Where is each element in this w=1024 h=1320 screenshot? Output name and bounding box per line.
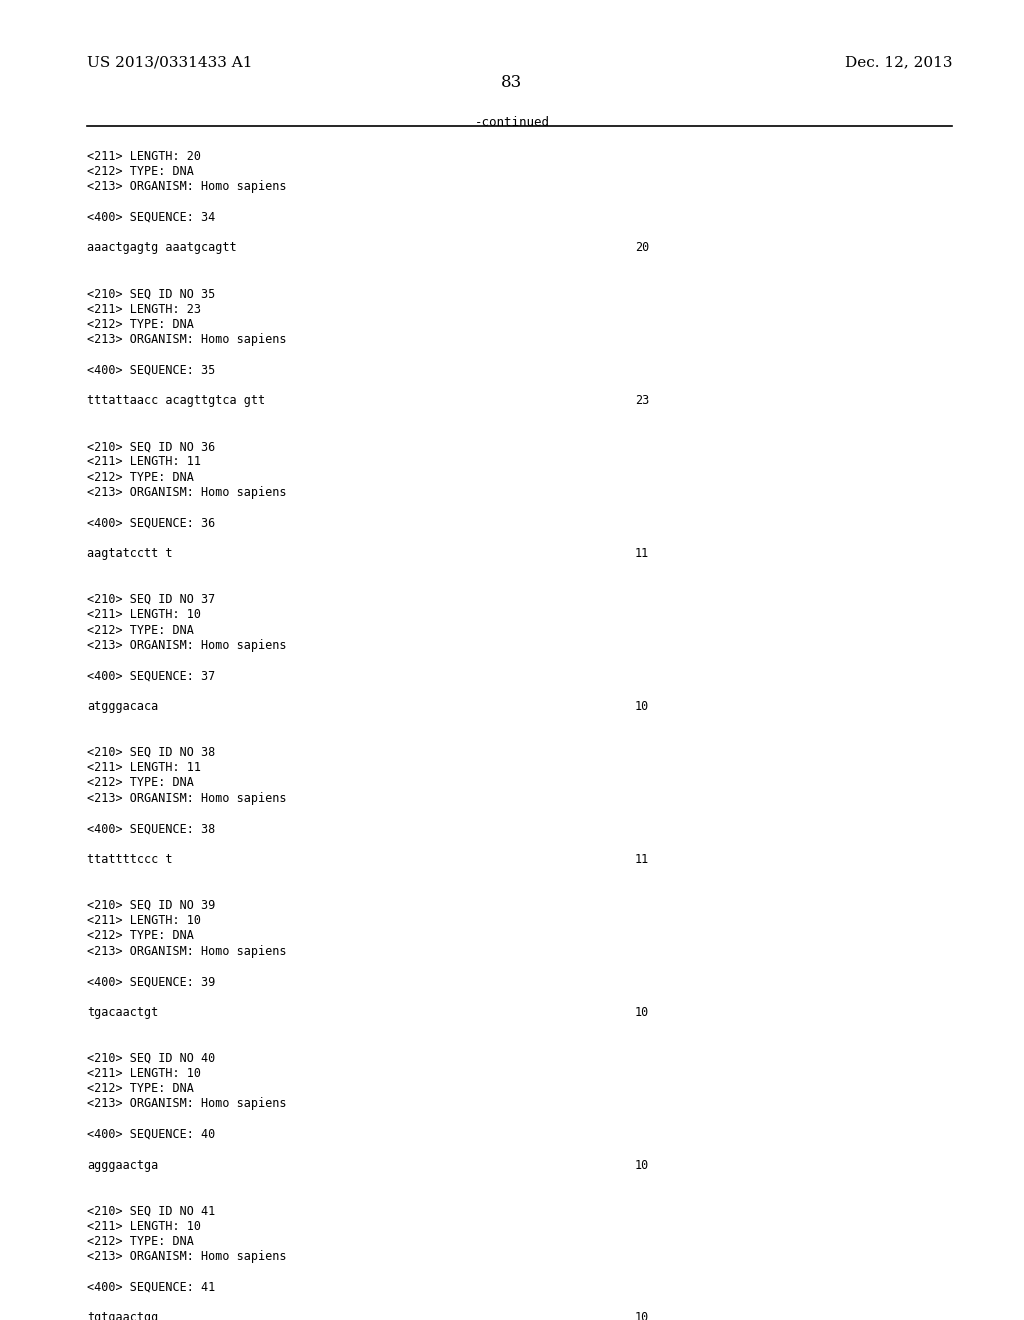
Text: <211> LENGTH: 10: <211> LENGTH: 10 — [87, 609, 201, 622]
Text: <212> TYPE: DNA: <212> TYPE: DNA — [87, 1082, 194, 1096]
Text: <211> LENGTH: 11: <211> LENGTH: 11 — [87, 762, 201, 774]
Text: <400> SEQUENCE: 41: <400> SEQUENCE: 41 — [87, 1280, 215, 1294]
Text: US 2013/0331433 A1: US 2013/0331433 A1 — [87, 55, 253, 70]
Text: <400> SEQUENCE: 36: <400> SEQUENCE: 36 — [87, 516, 215, 529]
Text: <210> SEQ ID NO 39: <210> SEQ ID NO 39 — [87, 899, 215, 912]
Text: <212> TYPE: DNA: <212> TYPE: DNA — [87, 623, 194, 636]
Text: <210> SEQ ID NO 40: <210> SEQ ID NO 40 — [87, 1052, 215, 1064]
Text: <210> SEQ ID NO 36: <210> SEQ ID NO 36 — [87, 440, 215, 453]
Text: <212> TYPE: DNA: <212> TYPE: DNA — [87, 929, 194, 942]
Text: <400> SEQUENCE: 37: <400> SEQUENCE: 37 — [87, 669, 215, 682]
Text: agggaactga: agggaactga — [87, 1159, 159, 1172]
Text: <213> ORGANISM: Homo sapiens: <213> ORGANISM: Homo sapiens — [87, 792, 287, 805]
Text: <400> SEQUENCE: 35: <400> SEQUENCE: 35 — [87, 364, 215, 376]
Text: <211> LENGTH: 20: <211> LENGTH: 20 — [87, 149, 201, 162]
Text: -continued: -continued — [474, 116, 550, 128]
Text: <211> LENGTH: 10: <211> LENGTH: 10 — [87, 913, 201, 927]
Text: tgtgaactgg: tgtgaactgg — [87, 1311, 159, 1320]
Text: <400> SEQUENCE: 39: <400> SEQUENCE: 39 — [87, 975, 215, 989]
Text: <213> ORGANISM: Homo sapiens: <213> ORGANISM: Homo sapiens — [87, 333, 287, 346]
Text: 10: 10 — [635, 1006, 649, 1019]
Text: atgggacaca: atgggacaca — [87, 700, 159, 713]
Text: <213> ORGANISM: Homo sapiens: <213> ORGANISM: Homo sapiens — [87, 639, 287, 652]
Text: aagtatcctt t: aagtatcctt t — [87, 548, 172, 560]
Text: <211> LENGTH: 10: <211> LENGTH: 10 — [87, 1220, 201, 1233]
Text: <211> LENGTH: 23: <211> LENGTH: 23 — [87, 302, 201, 315]
Text: Dec. 12, 2013: Dec. 12, 2013 — [845, 55, 952, 70]
Text: <213> ORGANISM: Homo sapiens: <213> ORGANISM: Homo sapiens — [87, 486, 287, 499]
Text: <213> ORGANISM: Homo sapiens: <213> ORGANISM: Homo sapiens — [87, 1097, 287, 1110]
Text: <213> ORGANISM: Homo sapiens: <213> ORGANISM: Homo sapiens — [87, 1250, 287, 1263]
Text: <210> SEQ ID NO 37: <210> SEQ ID NO 37 — [87, 593, 215, 606]
Text: 11: 11 — [635, 548, 649, 560]
Text: <400> SEQUENCE: 40: <400> SEQUENCE: 40 — [87, 1129, 215, 1140]
Text: tgacaactgt: tgacaactgt — [87, 1006, 159, 1019]
Text: <210> SEQ ID NO 35: <210> SEQ ID NO 35 — [87, 288, 215, 301]
Text: 10: 10 — [635, 700, 649, 713]
Text: <400> SEQUENCE: 34: <400> SEQUENCE: 34 — [87, 211, 215, 224]
Text: <211> LENGTH: 10: <211> LENGTH: 10 — [87, 1067, 201, 1080]
Text: <212> TYPE: DNA: <212> TYPE: DNA — [87, 318, 194, 331]
Text: 23: 23 — [635, 395, 649, 408]
Text: <400> SEQUENCE: 38: <400> SEQUENCE: 38 — [87, 822, 215, 836]
Text: 10: 10 — [635, 1311, 649, 1320]
Text: <210> SEQ ID NO 41: <210> SEQ ID NO 41 — [87, 1204, 215, 1217]
Text: 10: 10 — [635, 1159, 649, 1172]
Text: ttattttccc t: ttattttccc t — [87, 853, 172, 866]
Text: <212> TYPE: DNA: <212> TYPE: DNA — [87, 471, 194, 483]
Text: tttattaacc acagttgtca gtt: tttattaacc acagttgtca gtt — [87, 395, 265, 408]
Text: <212> TYPE: DNA: <212> TYPE: DNA — [87, 776, 194, 789]
Text: <211> LENGTH: 11: <211> LENGTH: 11 — [87, 455, 201, 469]
Text: 11: 11 — [635, 853, 649, 866]
Text: 20: 20 — [635, 242, 649, 255]
Text: <212> TYPE: DNA: <212> TYPE: DNA — [87, 1236, 194, 1247]
Text: <212> TYPE: DNA: <212> TYPE: DNA — [87, 165, 194, 178]
Text: 83: 83 — [502, 74, 522, 91]
Text: aaactgagtg aaatgcagtt: aaactgagtg aaatgcagtt — [87, 242, 237, 255]
Text: <213> ORGANISM: Homo sapiens: <213> ORGANISM: Homo sapiens — [87, 945, 287, 957]
Text: <213> ORGANISM: Homo sapiens: <213> ORGANISM: Homo sapiens — [87, 181, 287, 193]
Text: <210> SEQ ID NO 38: <210> SEQ ID NO 38 — [87, 746, 215, 759]
